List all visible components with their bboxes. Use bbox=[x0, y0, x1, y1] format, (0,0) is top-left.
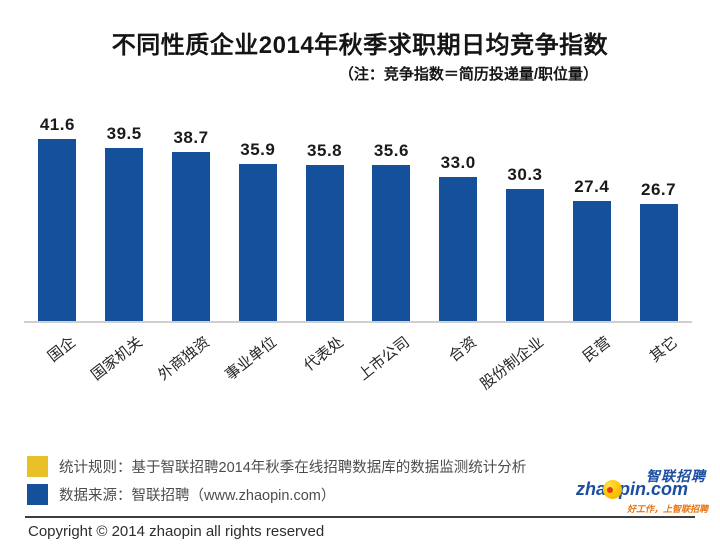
footer-divider bbox=[25, 516, 695, 518]
bar-column: 33.0 bbox=[425, 153, 492, 321]
zhaopin-logo-chinese-text: 智联招聘 bbox=[646, 468, 706, 484]
legend-swatch-blue bbox=[27, 483, 48, 505]
bar-column: 26.7 bbox=[625, 180, 692, 321]
category-cell: 事业单位 bbox=[222, 325, 291, 425]
bar-column: 30.3 bbox=[492, 165, 559, 321]
bar-column: 41.6 bbox=[24, 115, 91, 321]
zhaopin-logo: 智联招聘 zha pin.com 好工作，上智联招聘 bbox=[576, 466, 708, 514]
category-label: 国企 bbox=[45, 333, 80, 366]
zhaopin-tagline: 好工作，上智联招聘 bbox=[626, 504, 708, 514]
bar-chart-plot-area: 41.6 39.5 38.7 35.9 35.8 35.6 33.0 30.3 27.4 26.7 bbox=[24, 106, 692, 323]
bar bbox=[38, 139, 77, 321]
bar-column: 38.7 bbox=[158, 128, 225, 321]
category-cell: 其它 bbox=[625, 325, 692, 425]
bar-column: 39.5 bbox=[91, 124, 158, 321]
bar bbox=[305, 165, 344, 321]
legend-row-data-source: 数据来源：智联招聘（www.zhaopin.com） bbox=[27, 483, 526, 505]
chart-title: 不同性质企业2014年秋季求职期日均竞争指数 bbox=[111, 32, 609, 59]
legend-swatch-yellow bbox=[27, 455, 48, 477]
zhaopin-wordmark-suffix: pin.com bbox=[619, 479, 689, 499]
bar bbox=[105, 148, 144, 321]
category-label: 国家机关 bbox=[88, 333, 147, 384]
zhaopin-wordmark-prefix: zha bbox=[576, 479, 607, 499]
category-cell: 民营 bbox=[558, 325, 625, 425]
bar bbox=[171, 152, 210, 321]
legend-label-stat-rule: 统计规则：基于智联招聘2014年秋季在线招聘数据库的数据监测统计分析 bbox=[59, 459, 527, 476]
category-cell: 上市公司 bbox=[355, 325, 425, 425]
bar-value-label: 35.6 bbox=[373, 141, 409, 160]
category-label: 民营 bbox=[579, 333, 614, 366]
category-cell: 外商独资 bbox=[155, 325, 225, 425]
bar bbox=[238, 164, 277, 321]
bar bbox=[505, 189, 544, 321]
bar-value-label: 26.7 bbox=[641, 180, 677, 199]
zhaopin-logo-wordmark: zha pin.com bbox=[576, 479, 688, 500]
bar-column: 35.6 bbox=[358, 141, 425, 321]
legend-label-data-source: 数据来源：智联招聘（www.zhaopin.com） bbox=[59, 487, 336, 504]
category-axis: 国企 国家机关 外商独资 事业单位 代表处 上市公司 合资 股份制企业 民营 其它 bbox=[24, 325, 692, 425]
copyright-text: Copyright © 2014 zhaopin all rights rese… bbox=[28, 523, 325, 540]
zhaopin-ball-icon bbox=[603, 480, 623, 499]
category-label: 上市公司 bbox=[355, 333, 414, 384]
category-cell: 代表处 bbox=[291, 325, 358, 425]
category-label: 其它 bbox=[646, 333, 681, 366]
category-label: 外商独资 bbox=[155, 333, 213, 384]
bar bbox=[439, 177, 478, 321]
category-cell: 股份制企业 bbox=[477, 325, 559, 425]
bar-value-label: 35.8 bbox=[307, 141, 343, 160]
bar-column: 27.4 bbox=[558, 177, 625, 321]
bar-value-label: 38.7 bbox=[173, 128, 209, 147]
category-label: 代表处 bbox=[300, 333, 347, 375]
category-cell: 国家机关 bbox=[88, 325, 158, 425]
bar bbox=[572, 201, 611, 321]
chart-legend: 统计规则：基于智联招聘2014年秋季在线招聘数据库的数据监测统计分析 数据来源：… bbox=[27, 455, 526, 511]
bar-value-label: 35.9 bbox=[240, 140, 276, 159]
zhaopin-ball-dot-icon bbox=[607, 487, 614, 493]
bar-column: 35.9 bbox=[224, 140, 291, 321]
bar bbox=[639, 204, 678, 321]
category-label: 事业单位 bbox=[221, 333, 280, 384]
chart-subtitle: （注：竞争指数＝简历投递量/职位量） bbox=[338, 66, 598, 83]
bar bbox=[372, 165, 411, 321]
bar-value-label: 39.5 bbox=[106, 124, 142, 143]
category-cell: 国企 bbox=[24, 325, 91, 425]
bar-column: 35.8 bbox=[291, 141, 358, 321]
bar-value-label: 27.4 bbox=[574, 177, 610, 196]
bar-value-label: 30.3 bbox=[507, 165, 543, 184]
bar-value-label: 33.0 bbox=[440, 153, 476, 172]
bar-value-label: 41.6 bbox=[39, 115, 75, 134]
category-label: 合资 bbox=[445, 333, 481, 366]
legend-row-stat-rule: 统计规则：基于智联招聘2014年秋季在线招聘数据库的数据监测统计分析 bbox=[27, 455, 526, 477]
